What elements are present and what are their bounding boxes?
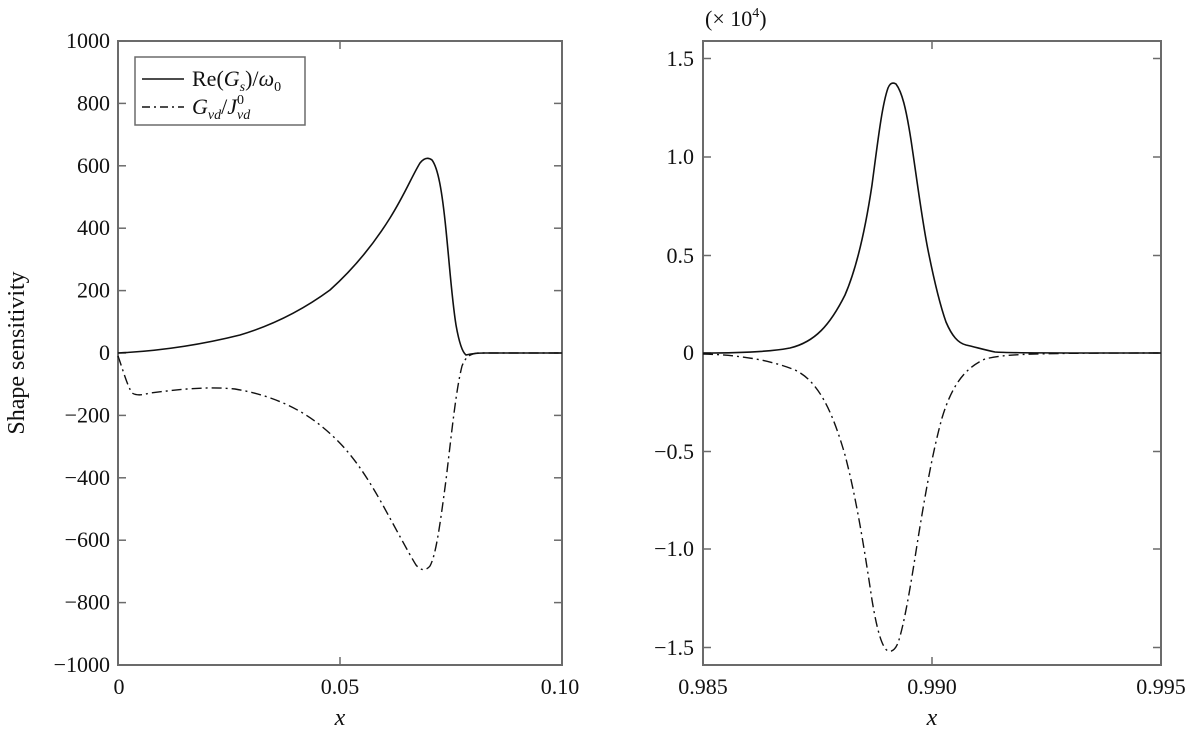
legend-label-re-gs: Re(Gs)/ω0 — [192, 66, 281, 95]
y-tick-label: 0 — [683, 340, 694, 365]
y-tick-label: −0.5 — [654, 439, 694, 464]
y-tick-label: 800 — [77, 90, 110, 115]
right-x-tick-labels: 0.985 0.990 0.995 — [678, 674, 1186, 699]
left-dashdot-curve-gvd — [117, 352, 562, 571]
legend-label-gvd: Gvd/J0 vd — [192, 93, 251, 123]
x-tick-label: 0.10 — [541, 674, 580, 699]
y-tick-label: −1.0 — [654, 536, 694, 561]
y-tick-label: −400 — [65, 465, 110, 490]
x-tick-label: 0 — [114, 674, 125, 699]
y-tick-label: −200 — [65, 402, 110, 427]
y-tick-label: 0 — [99, 340, 110, 365]
y-tick-label: 1.5 — [667, 46, 695, 71]
x-tick-label: 0.05 — [321, 674, 360, 699]
right-panel: 1.5 1.0 0.5 0 −0.5 −1.0 −1.5 (× 104) 0.9… — [654, 6, 1186, 731]
x-tick-label: 0.995 — [1136, 674, 1186, 699]
right-solid-curve-re-gs — [702, 82, 1162, 354]
left-x-axis-label: x — [334, 705, 346, 731]
y-tick-label: 400 — [77, 215, 110, 240]
y-tick-label: 600 — [77, 153, 110, 178]
y-tick-label: 1000 — [66, 28, 110, 53]
y-tick-label: −1.5 — [654, 635, 694, 660]
left-y-tick-labels: 1000 800 600 400 200 0 −200 −400 −600 −8… — [54, 28, 110, 677]
y-tick-label: 200 — [77, 278, 110, 303]
right-y-tick-labels: 1.5 1.0 0.5 0 −0.5 −1.0 −1.5 — [654, 46, 694, 660]
right-x-axis-label: x — [926, 705, 938, 731]
legend-box — [134, 56, 306, 126]
x-tick-label: 0.985 — [678, 674, 728, 699]
legend: Re(Gs)/ω0 Gvd/J0 vd — [134, 56, 306, 126]
y-tick-label: 0.5 — [667, 243, 695, 268]
right-dashdot-curve-gvd — [702, 352, 1162, 652]
left-panel: 1000 800 600 400 200 0 −200 −400 −600 −8… — [4, 28, 579, 731]
y-tick-label: −600 — [65, 527, 110, 552]
y-tick-label: −1000 — [54, 652, 110, 677]
left-solid-curve-re-gs — [117, 157, 562, 356]
y-multiplier-label: (× 104) — [705, 6, 767, 31]
left-x-tick-labels: 0 0.05 0.10 — [114, 674, 580, 699]
y-axis-label: Shape sensitivity — [4, 271, 30, 434]
y-tick-label: 1.0 — [667, 144, 695, 169]
x-tick-label: 0.990 — [907, 674, 957, 699]
y-tick-label: −800 — [65, 590, 110, 615]
